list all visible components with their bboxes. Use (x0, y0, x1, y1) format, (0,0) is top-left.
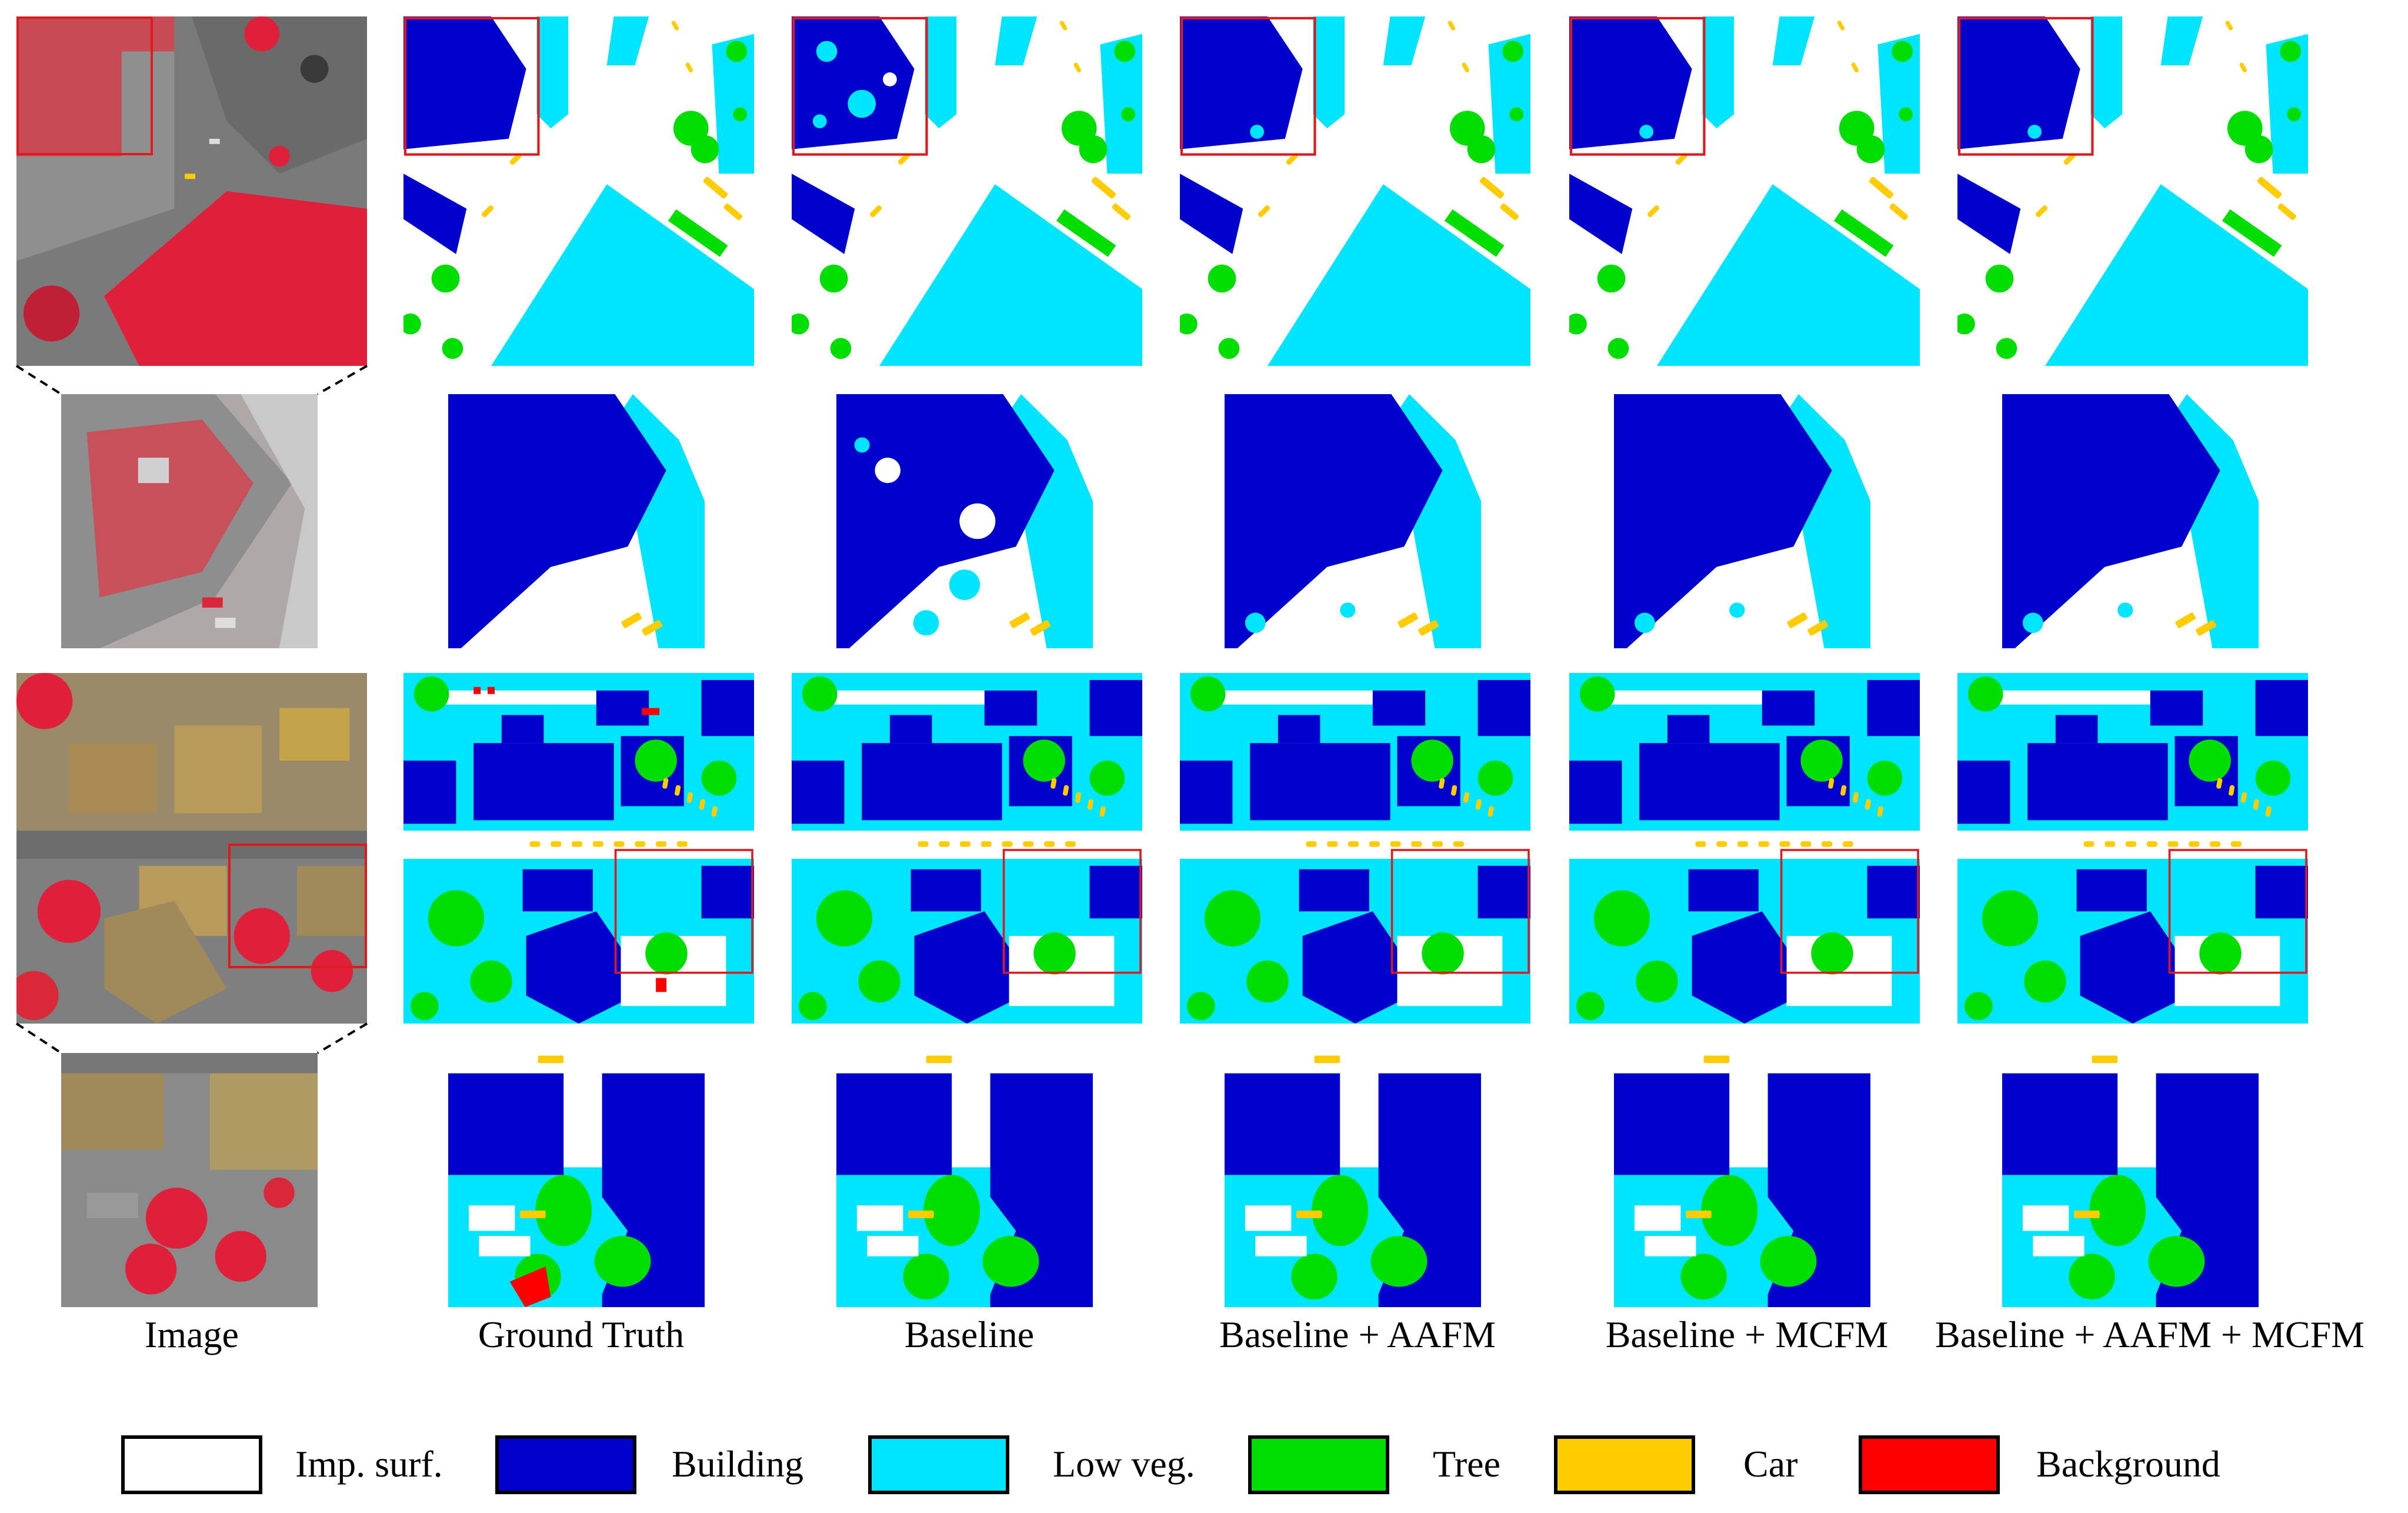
legend-label-car: Car (1743, 1443, 1798, 1485)
seg-scene1-mcfm (1569, 16, 1920, 366)
aerial-image-scene2 (16, 673, 367, 1024)
seg-zoom-scene1-baseline (836, 394, 1093, 648)
seg-zoom-scene2-ground-truth (448, 1053, 705, 1307)
seg-scene2-mcfm (1569, 673, 1920, 1024)
legend-label-building: Building (672, 1443, 804, 1485)
caption-baseline: Baseline (904, 1314, 1035, 1355)
aerial-zoom-scene2 (61, 1053, 318, 1307)
legend-label-imp-surf: Imp. surf. (295, 1443, 443, 1485)
aerial-zoom-scene1 (61, 394, 318, 648)
caption-baseline-aafm-mcfm: Baseline + AAFM + MCFM (1935, 1314, 2365, 1355)
legend-swatch-building (495, 1435, 636, 1494)
seg-scene2-ground-truth (403, 673, 754, 1024)
seg-scene1-baseline (792, 16, 1142, 366)
seg-scene1-aafm (1180, 16, 1530, 366)
seg-zoom-scene2-aafm (1225, 1053, 1481, 1307)
caption-image: Image (145, 1314, 239, 1355)
legend-swatch-tree (1248, 1435, 1389, 1494)
legend-swatch-background (1859, 1435, 2000, 1494)
aerial-zoom-box (16, 16, 153, 155)
seg-zoom-scene1-mcfm (1614, 394, 1870, 648)
seg-scene1-ground-truth (403, 16, 754, 366)
seg-scene1-aafm-mcfm (1957, 16, 2308, 366)
seg-scene2-aafm (1180, 673, 1530, 1024)
legend-swatch-imp-surf (121, 1435, 262, 1494)
caption-baseline-mcfm: Baseline + MCFM (1605, 1314, 1889, 1355)
legend-swatch-car (1554, 1435, 1695, 1494)
seg-scene2-baseline (792, 673, 1142, 1024)
caption-ground-truth: Ground Truth (478, 1314, 685, 1355)
legend-label-background: Background (2036, 1443, 2220, 1485)
seg-zoom-scene1-aafm (1225, 394, 1481, 648)
seg-zoom-scene1-ground-truth (448, 394, 705, 648)
legend-label-tree: Tree (1433, 1443, 1500, 1485)
seg-zoom-scene2-baseline (836, 1053, 1093, 1307)
aerial-image-scene1 (16, 16, 367, 366)
seg-zoom-scene2-mcfm (1614, 1053, 1870, 1307)
seg-zoom-scene1-aafm-mcfm (2002, 394, 2259, 648)
legend-label-low-veg: Low veg. (1053, 1443, 1195, 1485)
caption-baseline-aafm: Baseline + AAFM (1219, 1314, 1496, 1355)
seg-scene2-aafm-mcfm (1957, 673, 2308, 1024)
aerial-zoom-box (228, 844, 367, 968)
seg-zoom-scene2-aafm-mcfm (2002, 1053, 2259, 1307)
legend-swatch-low-veg (868, 1435, 1009, 1494)
